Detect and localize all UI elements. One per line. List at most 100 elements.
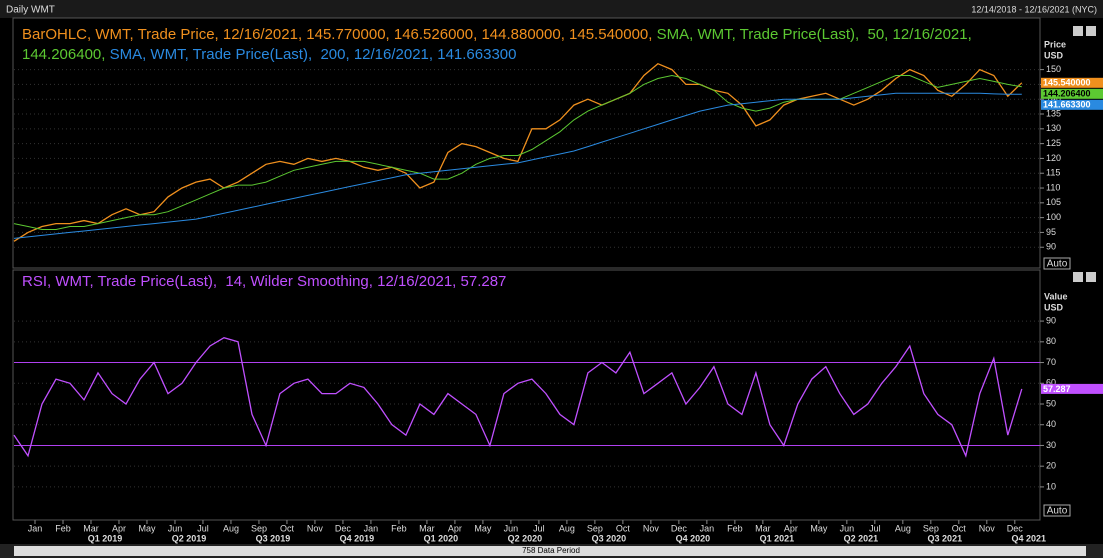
panel-button[interactable] <box>1073 272 1083 282</box>
x-tick-label: Aug <box>223 523 239 533</box>
x-tick-label: May <box>474 523 492 533</box>
x-tick-label: Sep <box>251 523 267 533</box>
series-line <box>13 74 1022 230</box>
quarter-label: Q4 2019 <box>340 533 375 543</box>
auto-button[interactable] <box>1043 504 1071 517</box>
auto-button[interactable] <box>1043 257 1071 270</box>
y-tick-label: 40 <box>1046 419 1056 429</box>
scroll-thumb[interactable] <box>14 546 1086 556</box>
y-tick-label: 70 <box>1046 357 1056 367</box>
y-tick-label: 10 <box>1046 481 1056 491</box>
x-tick-label: Feb <box>55 523 71 533</box>
x-tick-label: Sep <box>923 523 939 533</box>
panel-frame <box>12 17 1041 269</box>
series-line <box>13 62 1023 242</box>
header-bar <box>0 0 1103 18</box>
legend: BarOHLC, WMT, Trade Price, 12/16/2021, 1… <box>22 25 1022 65</box>
y-tick-label: 90 <box>1046 315 1056 325</box>
x-tick-label: Jun <box>504 523 519 533</box>
x-tick-label: Apr <box>448 523 462 533</box>
x-tick-label: Jan <box>700 523 715 533</box>
y-tick-label: 90 <box>1046 242 1056 252</box>
x-tick-label: Jan <box>364 523 379 533</box>
last-value-box <box>1041 77 1103 88</box>
y-tick-label: 50 <box>1046 398 1056 408</box>
x-tick-label: Oct <box>952 523 967 533</box>
x-tick-label: Sep <box>587 523 603 533</box>
quarter-label: Q2 2020 <box>508 533 543 543</box>
y-axis-unit: USD <box>1044 50 1064 60</box>
legend-entry: SMA, WMT, Trade Price(Last), 200, 12/16/… <box>109 46 517 63</box>
quarter-label: Q1 2021 <box>760 533 795 543</box>
y-tick-label: 80 <box>1046 336 1056 346</box>
last-value-box <box>1041 383 1103 394</box>
auto-label: Auto <box>1047 259 1068 270</box>
x-tick-label: Feb <box>727 523 743 533</box>
quarter-label: Q3 2020 <box>592 533 627 543</box>
last-value-box <box>1041 99 1103 110</box>
series-line <box>13 336 1023 458</box>
x-tick-label: Dec <box>335 523 352 533</box>
y-tick-label: 95 <box>1046 227 1056 237</box>
panel-button[interactable] <box>1086 272 1096 282</box>
x-tick-label: Nov <box>643 523 660 533</box>
last-value-label: 141.663300 <box>1043 100 1091 110</box>
x-tick-label: Jul <box>533 523 545 533</box>
last-value-label: 57.287 <box>1043 384 1071 394</box>
y-tick-label: 100 <box>1046 212 1061 222</box>
quarter-label: Q1 2020 <box>424 533 459 543</box>
x-tick-label: May <box>810 523 828 533</box>
header-range: 12/14/2018 - 12/16/2021 (NYC) <box>971 4 1097 14</box>
legend-entry: BarOHLC, WMT, Trade Price, 12/16/2021, 1… <box>22 26 653 43</box>
legend: RSI, WMT, Trade Price(Last), 14, Wilder … <box>22 272 1022 292</box>
x-tick-label: Mar <box>83 523 99 533</box>
x-tick-label: May <box>138 523 156 533</box>
panel-button[interactable] <box>1073 26 1083 36</box>
y-tick-label: 60 <box>1046 378 1056 388</box>
y-tick-label: 105 <box>1046 197 1061 207</box>
quarter-label: Q3 2021 <box>928 533 963 543</box>
quarter-label: Q2 2021 <box>844 533 879 543</box>
x-tick-label: Jun <box>168 523 183 533</box>
x-tick-label: Aug <box>559 523 575 533</box>
x-tick-label: Nov <box>307 523 324 533</box>
quarter-label: Q2 2019 <box>172 533 207 543</box>
x-tick-label: Jul <box>869 523 881 533</box>
x-tick-label: Oct <box>280 523 295 533</box>
x-tick-label: Apr <box>112 523 126 533</box>
last-value-box <box>1041 88 1103 99</box>
x-tick-label: Aug <box>895 523 911 533</box>
y-tick-label: 150 <box>1046 64 1061 74</box>
x-tick-label: Oct <box>616 523 631 533</box>
y-axis-title: Price <box>1044 39 1066 49</box>
quarter-label: Q4 2021 <box>1012 533 1047 543</box>
x-tick-label: Feb <box>391 523 407 533</box>
x-tick-label: Jun <box>840 523 855 533</box>
panel-frame <box>12 269 1041 521</box>
x-tick-label: Dec <box>1007 523 1024 533</box>
x-tick-label: Nov <box>979 523 996 533</box>
quarter-label: Q1 2019 <box>88 533 123 543</box>
y-axis-title: Value <box>1044 291 1068 301</box>
series-line <box>13 92 1022 239</box>
header-title: Daily WMT <box>6 5 55 16</box>
y-tick-label: 120 <box>1046 153 1061 163</box>
legend-entry: SMA, WMT, Trade Price(Last), 50, 12/16/2… <box>22 26 976 63</box>
x-tick-label: Jul <box>197 523 209 533</box>
x-tick-label: Jan <box>28 523 43 533</box>
x-tick-label: Mar <box>419 523 435 533</box>
y-tick-label: 130 <box>1046 123 1061 133</box>
quarter-label: Q3 2019 <box>256 533 291 543</box>
quarter-label: Q4 2020 <box>676 533 711 543</box>
y-tick-label: 125 <box>1046 138 1061 148</box>
auto-label: Auto <box>1047 506 1068 517</box>
x-tick-label: Dec <box>671 523 688 533</box>
y-tick-label: 115 <box>1046 168 1060 178</box>
legend-entry: RSI, WMT, Trade Price(Last), 14, Wilder … <box>22 273 507 290</box>
last-value-label: 145.540000 <box>1043 78 1091 88</box>
panel-button[interactable] <box>1086 26 1096 36</box>
last-value-label: 144.206400 <box>1043 89 1091 99</box>
y-axis-unit: USD <box>1044 302 1064 312</box>
